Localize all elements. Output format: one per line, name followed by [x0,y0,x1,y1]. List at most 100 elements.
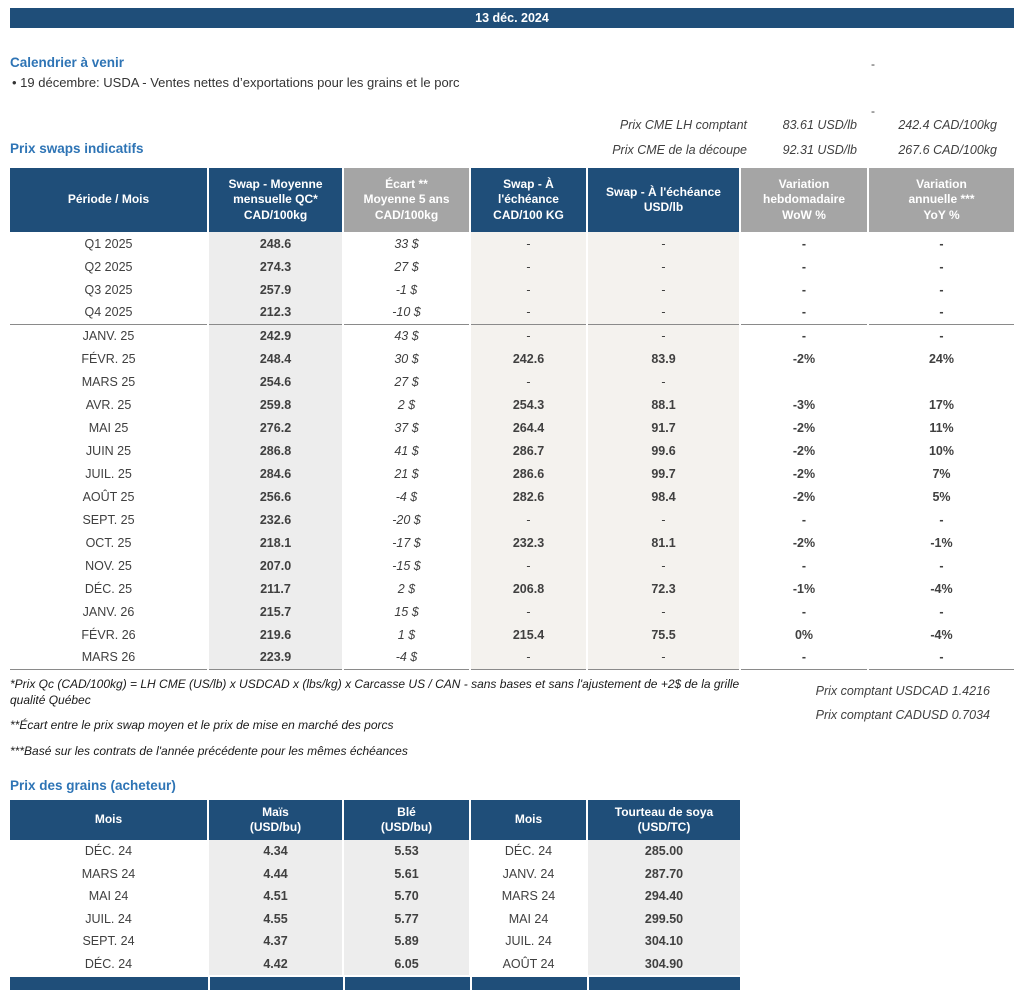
swap-maturity-usd-cell: 99.7 [586,462,740,485]
swaps-footnotes: *Prix Qc (CAD/100kg) = LH CME (US/lb) x … [10,676,750,768]
yoy-variation-cell: - [867,554,1014,577]
yoy-variation-cell: - [867,278,1014,301]
yoy-variation-cell: - [867,324,1014,347]
wow-variation-cell [739,370,868,393]
swap-maturity-cad-cell: 286.6 [469,462,587,485]
period-cell: Q1 2025 [84,236,133,251]
cme-price-row: Prix CME LH comptant 83.61 USD/lb 242.4 CA… [555,112,997,137]
swaps-table: Période / Mois Swap - Moyenne mensuelle Q… [10,168,1014,670]
yoy-variation-cell: -4% [867,623,1014,646]
period-cell: MAI 25 [88,420,129,435]
dash-placeholder: - [871,57,875,71]
swap-maturity-usd-cell: - [586,600,740,623]
swap-monthly-avg-cell: 284.6 [207,462,343,485]
swap-maturity-usd-cell: - [586,370,740,393]
ecart-cell: 33 $ [342,232,470,255]
swaps-table-row: Q4 2025 212.3 -10 $ - - - - [10,301,1014,325]
swaps-column-header: Swap - Moyenne mensuelle QC* CAD/100kg [207,168,343,232]
wow-variation-cell: - [739,278,868,301]
grains-table: Mois Maïs (USD/bu) Blé (USD/bu) Mois Tourtea… [10,800,740,975]
swap-monthly-avg-cell: 215.7 [207,600,343,623]
wheat-price-cell: 5.53 [342,840,470,863]
ecart-cell: 2 $ [342,577,470,600]
wheat-price-cell: 5.61 [342,862,470,885]
footnote: **Écart entre le prix swap moyen et le p… [10,718,394,733]
period-cell: FÉVR. 26 [81,627,136,642]
swap-maturity-usd-cell: 72.3 [586,577,740,600]
report-date: 13 déc. 2024 [475,11,549,25]
wow-variation-cell: - [739,232,868,255]
soymeal-price-cell: 294.40 [586,885,740,908]
swap-monthly-avg-cell: 223.9 [207,646,343,670]
grain-month-cell: JANV. 24 [469,862,587,885]
swaps-table-row: NOV. 25 207.0 -15 $ - - - - [10,554,1014,577]
wow-variation-cell: - [739,255,868,278]
wow-variation-cell: -1% [739,577,868,600]
wow-variation-cell: - [739,600,868,623]
ecart-cell: 43 $ [342,324,470,347]
grain-month-cell: DÉC. 24 [469,840,587,863]
swap-monthly-avg-cell: 242.9 [207,324,343,347]
grain-month-cell: MARS 24 [10,862,208,885]
partial-header-cell [208,977,343,990]
wow-variation-cell: - [739,646,868,670]
swaps-table-row: DÉC. 25 211.7 2 $206.8 72.3 -1% -4% [10,577,1014,600]
swaps-column-header: Variation hebdomadaire WoW % [739,168,868,232]
yoy-variation-cell: -1% [867,531,1014,554]
swaps-column-header: Swap - À l'échéance USD/lb [586,168,740,232]
wow-variation-cell: -2% [739,485,868,508]
swap-maturity-cad-cell: - [469,301,587,325]
soymeal-price-cell: 287.70 [586,862,740,885]
grain-month-cell: DÉC. 24 [10,840,208,863]
swap-monthly-avg-cell: 219.6 [207,623,343,646]
swaps-table-row: JANV. 26 215.7 15 $ - - - - [10,600,1014,623]
swaps-column-header: Période / Mois [10,168,208,232]
swaps-table-row: MARS 26 223.9 -4 $ - - - - [10,646,1014,670]
grains-header-row: Mois Maïs (USD/bu) Blé (USD/bu) Mois Tourtea… [10,800,740,840]
period-cell: JUIL. 25 [85,466,132,481]
swap-maturity-cad-cell: 232.3 [469,531,587,554]
period-cell: NOV. 25 [85,558,132,573]
yoy-variation-cell: 24% [867,347,1014,370]
ecart-cell: 15 $ [342,600,470,623]
corn-price-cell: 4.55 [207,907,343,930]
swaps-table-row: OCT. 25 218.1 -17 $232.3 81.1 -2% -1% [10,531,1014,554]
date-header-bar: 13 déc. 2024 [10,8,1014,28]
swap-monthly-avg-cell: 276.2 [207,416,343,439]
grains-table-row: DÉC. 24 4.34 5.53 DÉC. 24 285.00 [10,840,740,863]
cme-price-usd: 83.61 USD/lb [782,117,857,132]
swaps-table-row: AOÛT 25 256.6 -4 $282.6 98.4 -2% 5% [10,485,1014,508]
swap-maturity-usd-cell: - [586,646,740,670]
soymeal-price-cell: 304.90 [586,952,740,975]
wow-variation-cell: -2% [739,462,868,485]
ecart-cell: 37 $ [342,416,470,439]
ecart-cell: -17 $ [342,531,470,554]
swap-monthly-avg-cell: 259.8 [207,393,343,416]
yoy-variation-cell: - [867,301,1014,325]
swap-maturity-usd-cell: - [586,324,740,347]
grains-column-header: Mois [469,800,587,840]
swap-maturity-usd-cell: 91.7 [586,416,740,439]
swap-maturity-usd-cell: - [586,508,740,531]
swaps-table-row: MAI 25 276.2 37 $264.4 91.7 -2% 11% [10,416,1014,439]
wow-variation-cell: -2% [739,416,868,439]
grain-month-cell: JUIL. 24 [10,907,208,930]
soymeal-price-cell: 304.10 [586,930,740,953]
swaps-table-row: FÉVR. 26 219.6 1 $215.4 75.5 0% -4% [10,623,1014,646]
yoy-variation-cell: 11% [867,416,1014,439]
grain-month-cell: MARS 24 [469,885,587,908]
period-cell: JANV. 25 [82,328,135,343]
period-cell: AVR. 25 [85,397,132,412]
swap-monthly-avg-cell: 274.3 [207,255,343,278]
ecart-cell: 30 $ [342,347,470,370]
ecart-cell: -1 $ [342,278,470,301]
calendar-heading: Calendrier à venir [10,55,125,70]
swaps-table-row: JUIL. 25 284.6 21 $286.6 99.7 -2% 7% [10,462,1014,485]
swap-maturity-usd-cell: 75.5 [586,623,740,646]
swap-maturity-usd-cell: - [586,278,740,301]
ecart-cell: -4 $ [342,646,470,670]
wow-variation-cell: -2% [739,347,868,370]
corn-price-cell: 4.51 [207,885,343,908]
swap-monthly-avg-cell: 254.6 [207,370,343,393]
swap-maturity-cad-cell: - [469,232,587,255]
